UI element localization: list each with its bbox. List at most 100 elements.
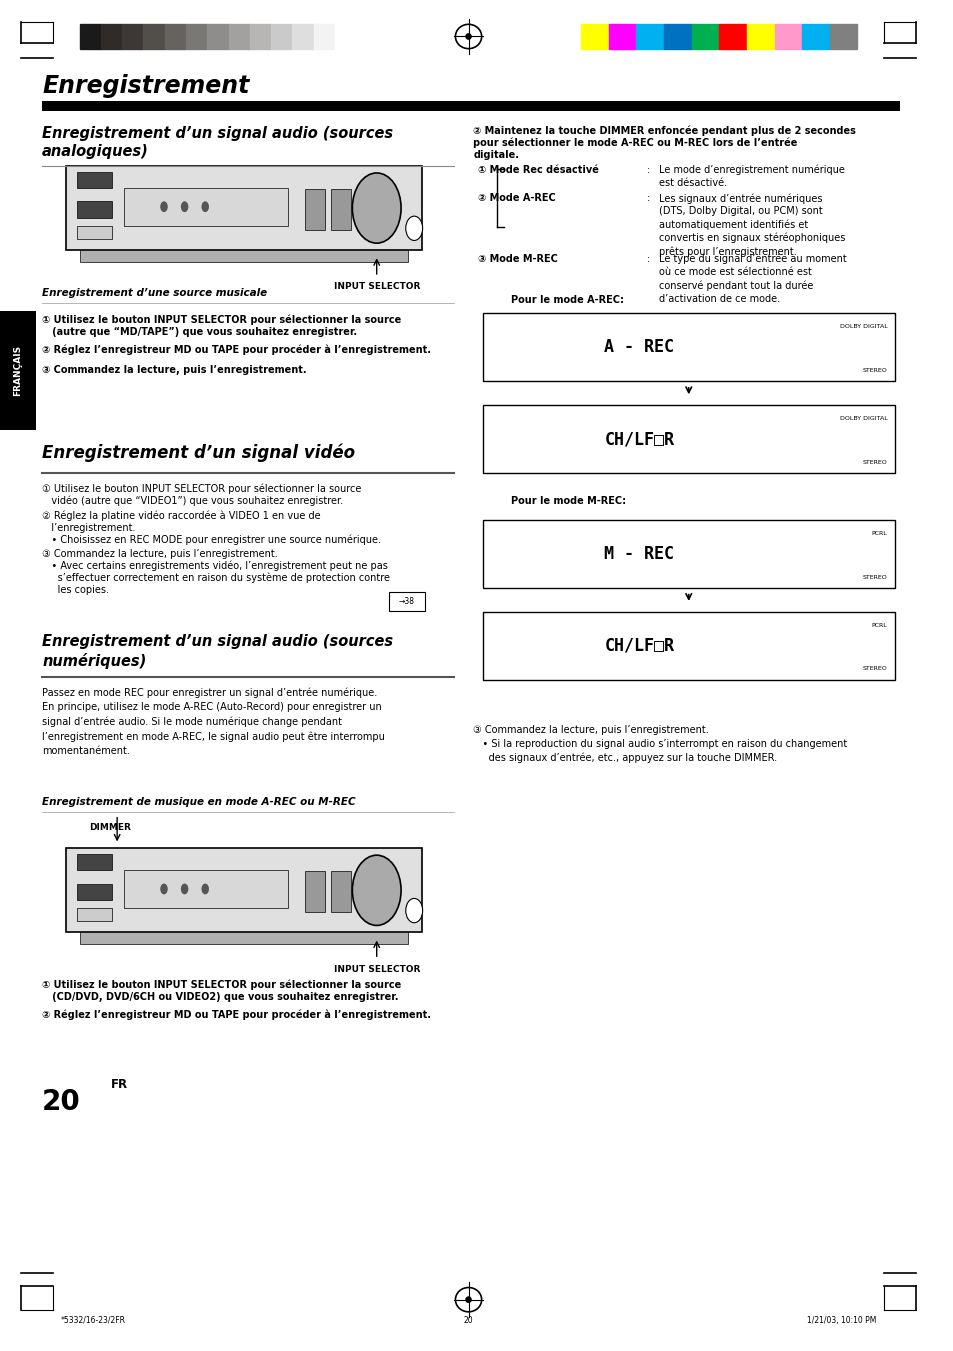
Text: ② Réglez la platine vidéo raccordée à VIDEO 1 en vue de
   l’enregistrement.
   : ② Réglez la platine vidéo raccordée à VI… — [42, 511, 381, 544]
Bar — [608, 24, 636, 49]
Text: :: : — [646, 165, 649, 174]
Ellipse shape — [465, 34, 472, 41]
Circle shape — [181, 884, 188, 894]
Bar — [250, 24, 271, 49]
Bar — [774, 24, 801, 49]
Text: :: : — [646, 193, 649, 203]
Text: ① Mode Rec désactivé: ① Mode Rec désactivé — [477, 165, 598, 174]
Bar — [331, 871, 351, 912]
Text: A - REC: A - REC — [603, 338, 674, 357]
Bar — [66, 848, 421, 932]
Bar — [77, 884, 112, 900]
Text: Pour le mode M-REC:: Pour le mode M-REC: — [510, 496, 625, 505]
Bar — [663, 24, 691, 49]
Bar — [719, 24, 746, 49]
Bar — [314, 24, 335, 49]
Bar — [331, 189, 351, 230]
Text: Le mode d’enregistrement numérique
est désactivé.: Le mode d’enregistrement numérique est d… — [659, 165, 843, 188]
Text: DOLBY DIGITAL: DOLBY DIGITAL — [839, 324, 886, 330]
Text: Le type du signal d’entrée au moment
où ce mode est sélectionné est
conservé pen: Le type du signal d’entrée au moment où … — [659, 254, 845, 304]
Bar — [77, 201, 112, 218]
Text: Les signaux d’entrée numériques
(DTS, Dolby Digital, ou PCM) sont
automatiquemen: Les signaux d’entrée numériques (DTS, Do… — [659, 193, 844, 257]
Bar — [207, 24, 229, 49]
Bar — [77, 226, 112, 239]
Text: 20: 20 — [42, 1088, 81, 1116]
Bar — [101, 24, 122, 49]
Bar — [304, 871, 325, 912]
Bar — [79, 24, 101, 49]
Text: STEREO: STEREO — [862, 459, 886, 465]
Bar — [122, 24, 143, 49]
Text: ① Utilisez le bouton INPUT SELECTOR pour sélectionner la source
   (CD/DVD, DVD/: ① Utilisez le bouton INPUT SELECTOR pour… — [42, 979, 401, 1001]
Text: DIMMER: DIMMER — [89, 823, 131, 832]
Bar — [79, 250, 407, 262]
Text: INPUT SELECTOR: INPUT SELECTOR — [334, 965, 419, 974]
Bar — [124, 188, 288, 226]
Bar — [229, 24, 250, 49]
Bar — [0, 311, 35, 430]
Bar — [66, 166, 421, 250]
Circle shape — [405, 898, 422, 923]
Bar — [356, 189, 377, 230]
Bar — [691, 24, 719, 49]
Circle shape — [160, 201, 168, 212]
Text: Pour le mode A-REC:: Pour le mode A-REC: — [510, 295, 623, 304]
Text: Enregistrement d’une source musicale: Enregistrement d’une source musicale — [42, 288, 267, 297]
Text: ③ Commandez la lecture, puis l’enregistrement.: ③ Commandez la lecture, puis l’enregistr… — [42, 365, 307, 374]
Circle shape — [352, 855, 400, 925]
Bar — [482, 612, 894, 680]
Circle shape — [181, 201, 188, 212]
Text: PCRL: PCRL — [871, 531, 886, 536]
Ellipse shape — [465, 1297, 472, 1302]
Text: M - REC: M - REC — [603, 544, 674, 563]
Bar — [304, 189, 325, 230]
Bar — [165, 24, 186, 49]
Text: :: : — [646, 254, 649, 263]
Text: DOLBY DIGITAL: DOLBY DIGITAL — [839, 416, 886, 422]
Bar — [77, 854, 112, 870]
Circle shape — [201, 884, 209, 894]
Bar — [335, 24, 355, 49]
Text: →38: →38 — [398, 597, 415, 605]
Text: 20: 20 — [463, 1316, 473, 1325]
Text: STEREO: STEREO — [862, 666, 886, 671]
Text: ② Réglez l’enregistreur MD ou TAPE pour procéder à l’enregistrement.: ② Réglez l’enregistreur MD ou TAPE pour … — [42, 345, 431, 355]
Text: Enregistrement d’un signal audio (sources
analogiques): Enregistrement d’un signal audio (source… — [42, 126, 393, 159]
Bar — [292, 24, 314, 49]
Text: Enregistrement d’un signal audio (sources
numériques): Enregistrement d’un signal audio (source… — [42, 634, 393, 669]
Bar — [829, 24, 857, 49]
Text: Passez en mode REC pour enregistrer un signal d’entrée numérique.
En principe, u: Passez en mode REC pour enregistrer un s… — [42, 688, 385, 755]
Bar — [356, 871, 377, 912]
Text: STEREO: STEREO — [862, 367, 886, 373]
Circle shape — [405, 216, 422, 240]
Bar — [77, 172, 112, 188]
Text: ③ Mode M-REC: ③ Mode M-REC — [477, 254, 558, 263]
Text: ② Maintenez la touche DIMMER enfoncée pendant plus de 2 secondes
pour sélectionn: ② Maintenez la touche DIMMER enfoncée pe… — [473, 126, 855, 159]
Bar — [186, 24, 207, 49]
Text: CH/LF□R: CH/LF□R — [603, 636, 674, 655]
Text: Enregistrement d’un signal vidéo: Enregistrement d’un signal vidéo — [42, 443, 355, 462]
Circle shape — [160, 884, 168, 894]
Bar — [801, 24, 829, 49]
Text: ③ Commandez la lecture, puis l’enregistrement.
   • Si la reproduction du signal: ③ Commandez la lecture, puis l’enregistr… — [473, 725, 846, 762]
Bar — [746, 24, 774, 49]
Text: ② Réglez l’enregistreur MD ou TAPE pour procéder à l’enregistrement.: ② Réglez l’enregistreur MD ou TAPE pour … — [42, 1009, 431, 1020]
Text: *5332/16-23/2FR: *5332/16-23/2FR — [61, 1316, 126, 1325]
Bar — [636, 24, 663, 49]
Bar — [482, 520, 894, 588]
Bar — [271, 24, 292, 49]
Circle shape — [201, 201, 209, 212]
Text: INPUT SELECTOR: INPUT SELECTOR — [334, 282, 419, 292]
Text: ③ Commandez la lecture, puis l’enregistrement.
   • Avec certains enregistrement: ③ Commandez la lecture, puis l’enregistr… — [42, 549, 390, 594]
Text: Enregistrement: Enregistrement — [42, 74, 250, 99]
Bar — [79, 932, 407, 944]
Circle shape — [352, 173, 400, 243]
Text: ① Utilisez le bouton INPUT SELECTOR pour sélectionner la source
   (autre que “M: ① Utilisez le bouton INPUT SELECTOR pour… — [42, 315, 401, 336]
Text: FR: FR — [111, 1078, 128, 1092]
Text: ① Utilisez le bouton INPUT SELECTOR pour sélectionner la source
   vidéo (autre : ① Utilisez le bouton INPUT SELECTOR pour… — [42, 484, 361, 507]
Bar — [42, 101, 899, 111]
Text: PCRL: PCRL — [871, 623, 886, 628]
Bar — [143, 24, 165, 49]
Text: CH/LF□R: CH/LF□R — [603, 430, 674, 449]
Bar — [580, 24, 608, 49]
